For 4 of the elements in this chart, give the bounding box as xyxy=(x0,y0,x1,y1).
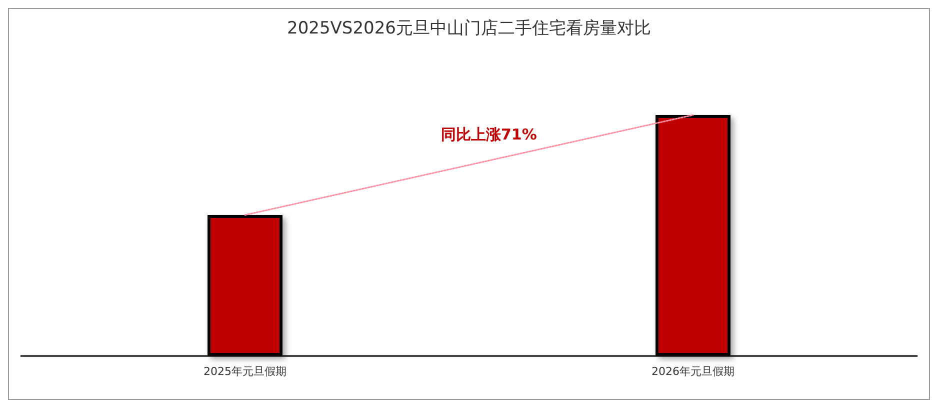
chart-title: 2025VS2026元旦中山门店二手住宅看房量对比 xyxy=(287,18,651,38)
x-tick-label: 2026年元旦假期 xyxy=(652,365,734,378)
x-tick-label: 2025年元旦假期 xyxy=(204,365,286,378)
annotation: 同比上涨71% xyxy=(441,126,537,144)
